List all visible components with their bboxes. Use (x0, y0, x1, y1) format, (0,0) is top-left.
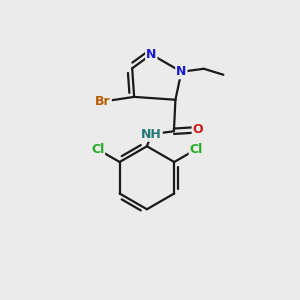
Text: N: N (146, 48, 157, 61)
Text: NH: NH (141, 128, 162, 141)
Text: Br: Br (95, 95, 111, 108)
Text: O: O (193, 123, 203, 136)
Text: Cl: Cl (91, 143, 104, 156)
Text: N: N (176, 65, 187, 78)
Text: Cl: Cl (190, 143, 203, 156)
